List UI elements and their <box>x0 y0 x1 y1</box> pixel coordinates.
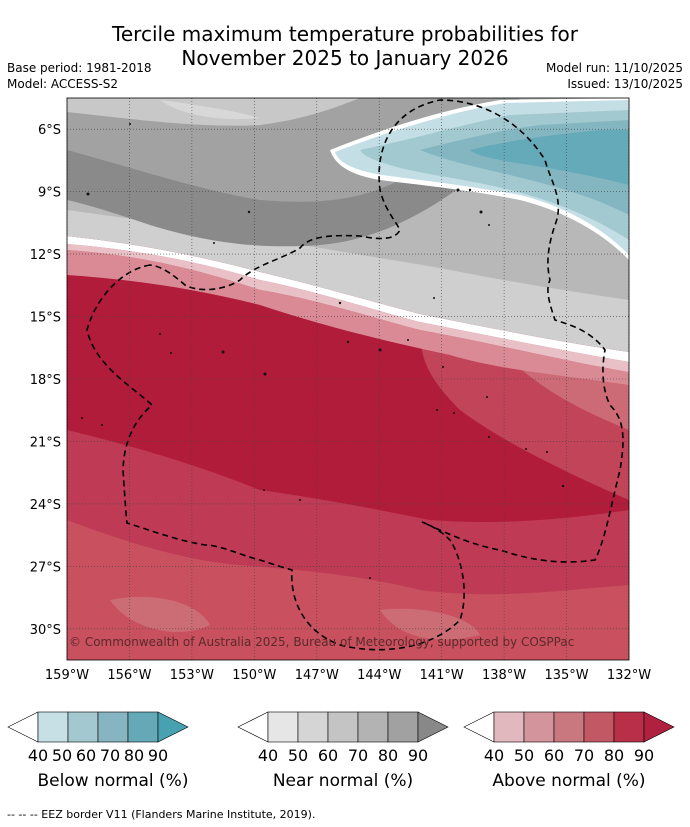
legend-tick-label: 90 <box>148 746 168 765</box>
latitude-labels: 6°S 9°S 12°S 15°S 18°S 21°S 24°S 27°S 30°S <box>30 123 61 638</box>
legend-swatch <box>7 711 39 743</box>
legend-swatch <box>97 711 129 743</box>
lat-label: 6°S <box>38 123 61 138</box>
model-name: Model: ACCESS-S2 <box>7 77 119 91</box>
legend-tick-label: 50 <box>52 746 72 765</box>
legend-swatch <box>387 711 419 743</box>
lat-label: 9°S <box>38 186 61 201</box>
lat-label: 12°S <box>30 248 61 263</box>
lat-label: 30°S <box>30 623 61 638</box>
model-run: Model run: 11/10/2025 <box>545 61 683 75</box>
legend-tick-label: 80 <box>604 746 624 765</box>
lon-label: 159°W <box>45 668 89 683</box>
longitude-labels: 159°W 156°W 153°W 150°W 147°W 144°W 141°W 138°W… <box>45 668 651 683</box>
legend-near: 40 50 60 70 80 90 <box>237 711 449 765</box>
lon-label: 153°W <box>170 668 214 683</box>
legend-tick-label: 80 <box>124 746 144 765</box>
legend-tick-label: 40 <box>258 746 278 765</box>
legend-tick-label: 40 <box>28 746 48 765</box>
legend-swatch <box>157 711 189 743</box>
legend-tick-label: 60 <box>544 746 564 765</box>
copyright-notice: © Commonwealth of Australia 2025, Bureau… <box>69 635 574 649</box>
legend-swatch <box>327 711 359 743</box>
legend-near-title: Near normal (%) <box>272 771 414 791</box>
legend-tick-label: 70 <box>100 746 120 765</box>
lon-label: 138°W <box>482 668 526 683</box>
lat-label: 24°S <box>30 498 61 513</box>
legend-swatch <box>523 711 555 743</box>
legend-swatch <box>583 711 615 743</box>
legend-tick-label: 60 <box>76 746 96 765</box>
eez-footnote: -- -- -- EEZ border V11 (Flanders Marine… <box>7 808 316 821</box>
legend-below: 40 50 60 70 80 90 <box>7 711 189 765</box>
legend-tick-label: 70 <box>348 746 368 765</box>
legend-swatch <box>463 711 495 743</box>
title-line-2: November 2025 to January 2026 <box>181 46 509 70</box>
legend-tick-label: 50 <box>288 746 308 765</box>
lat-label: 18°S <box>30 373 61 388</box>
legend-tick-label: 80 <box>378 746 398 765</box>
lon-label: 141°W <box>420 668 464 683</box>
legend-swatch <box>267 711 299 743</box>
meta-right: Model run: 11/10/2025 Issued: 13/10/2025 <box>546 60 683 92</box>
lat-label: 27°S <box>30 560 61 575</box>
issued-date: Issued: 13/10/2025 <box>567 77 683 91</box>
lon-label: 135°W <box>544 668 588 683</box>
lat-label: 15°S <box>30 311 61 326</box>
legend-swatch <box>237 711 269 743</box>
legend-swatch <box>613 711 645 743</box>
title-line-1: Tercile maximum temperature probabilitie… <box>112 22 578 46</box>
map-title: Tercile maximum temperature probabilitie… <box>0 22 690 70</box>
legend-swatch <box>417 711 449 743</box>
legend-above: 40 50 60 70 80 90 <box>463 711 675 765</box>
legend-below-title: Below normal (%) <box>37 771 189 791</box>
lon-label: 144°W <box>357 668 401 683</box>
legend-swatch <box>357 711 389 743</box>
lon-label: 156°W <box>107 668 151 683</box>
lon-label: 132°W <box>607 668 651 683</box>
colour-legends: 40 50 60 70 80 90 40 50 60 70 80 90 40 50 60 70 80 90 <box>7 711 675 765</box>
meta-left: Base period: 1981-2018 Model: ACCESS-S2 <box>7 60 152 92</box>
legend-tick-label: 60 <box>318 746 338 765</box>
legend-tick-label: 70 <box>574 746 594 765</box>
legend-swatch <box>127 711 159 743</box>
lon-label: 150°W <box>232 668 276 683</box>
legend-tick-label: 90 <box>408 746 428 765</box>
legend-tick-label: 50 <box>514 746 534 765</box>
map-frame <box>66 97 630 661</box>
legend-swatch <box>67 711 99 743</box>
base-period: Base period: 1981-2018 <box>7 61 152 75</box>
legend-tick-label: 90 <box>634 746 654 765</box>
legend-swatch <box>493 711 525 743</box>
lat-label: 21°S <box>30 435 61 450</box>
legend-swatch <box>37 711 69 743</box>
legend-swatch <box>553 711 585 743</box>
legend-tick-label: 40 <box>484 746 504 765</box>
lon-label: 147°W <box>295 668 339 683</box>
legend-swatch <box>643 711 675 743</box>
legend-above-title: Above normal (%) <box>492 771 646 791</box>
legend-swatch <box>297 711 329 743</box>
